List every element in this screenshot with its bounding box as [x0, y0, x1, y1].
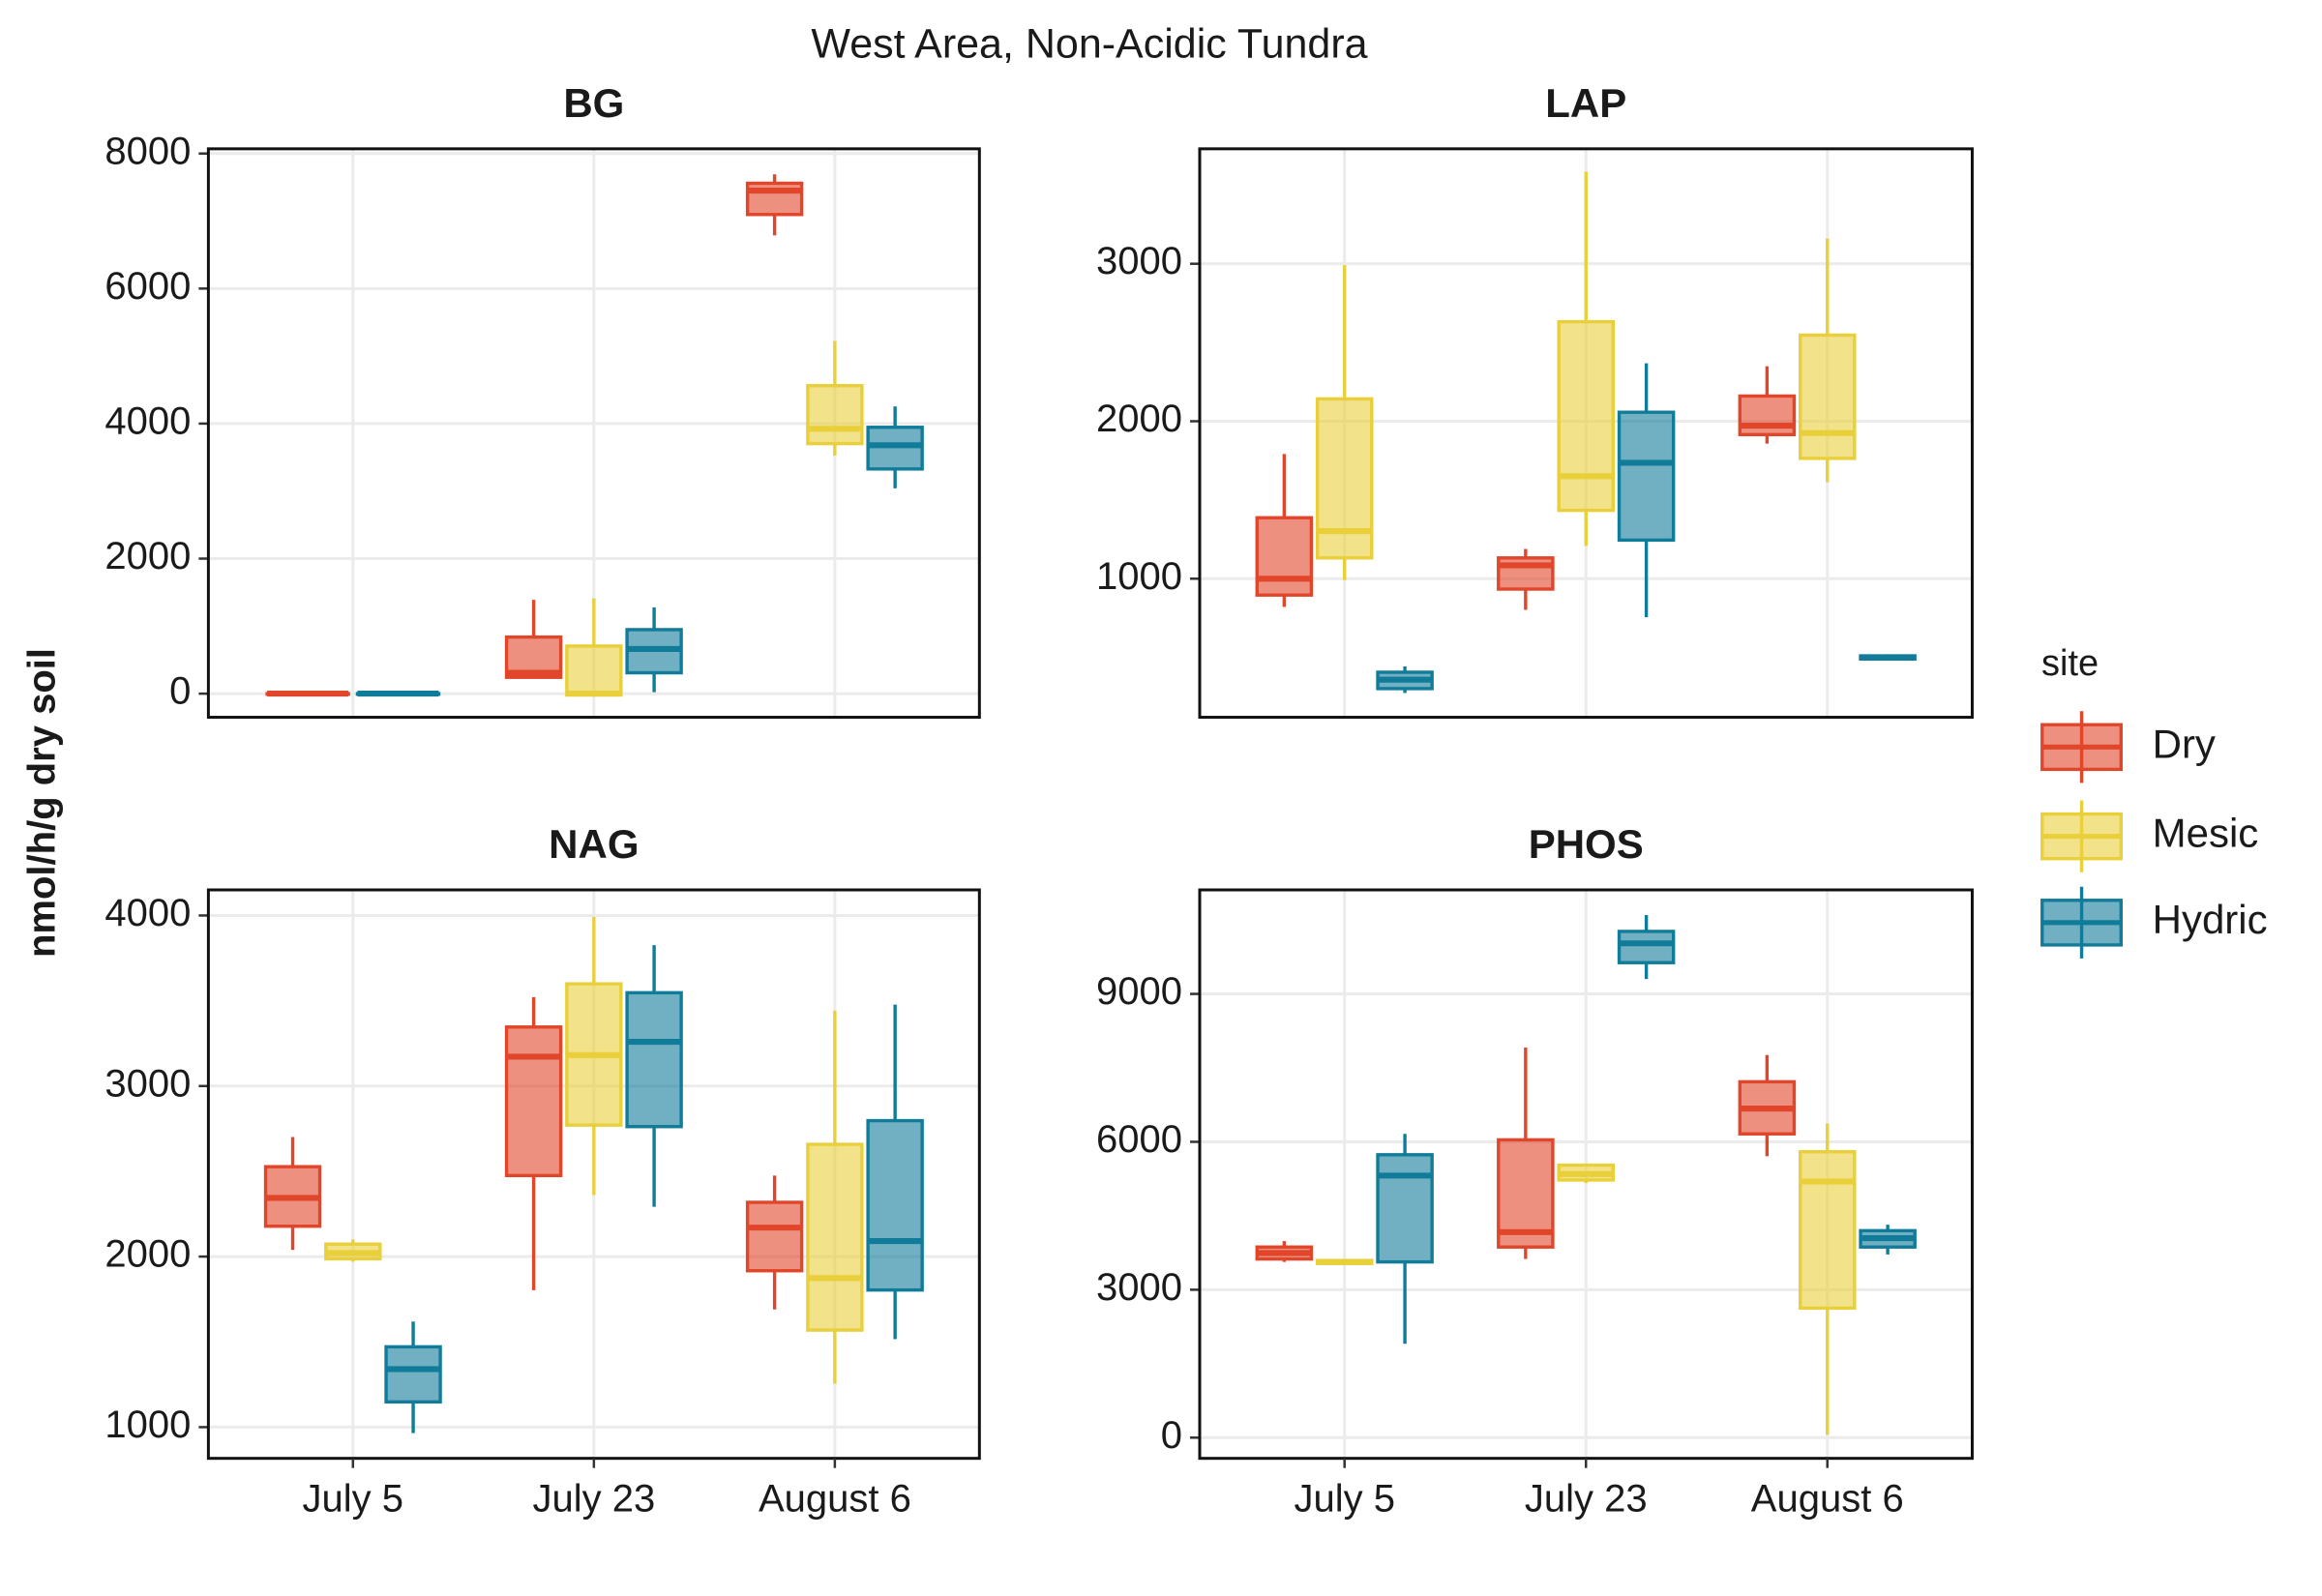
y-tick-label: 8000 — [104, 130, 191, 172]
box — [806, 383, 864, 446]
box — [504, 1025, 563, 1178]
y-tick-label: 6000 — [104, 265, 191, 308]
y-tick-label: 0 — [169, 670, 191, 713]
y-tick-label: 6000 — [1096, 1118, 1182, 1161]
y-tick-label: 9000 — [1096, 970, 1182, 1013]
y-tick-label: 4000 — [104, 892, 191, 934]
box — [1255, 516, 1314, 597]
y-tick-label: 3000 — [1096, 240, 1182, 282]
legend-label: Hydric — [2153, 897, 2268, 942]
x-tick-label: July 23 — [1525, 1477, 1648, 1520]
box — [1376, 1153, 1434, 1264]
y-tick-label: 3000 — [1096, 1266, 1182, 1309]
box — [384, 1345, 442, 1404]
panel-border — [1198, 147, 1974, 720]
x-tick-label: August 6 — [759, 1477, 911, 1520]
y-tick-label: 0 — [1161, 1414, 1182, 1457]
box — [1497, 1138, 1555, 1249]
x-tick-label: August 6 — [1751, 1477, 1904, 1520]
panel-title: PHOS — [1529, 821, 1644, 867]
y-tick-label: 1000 — [104, 1404, 191, 1446]
box — [1617, 930, 1676, 964]
box — [625, 990, 683, 1129]
box — [806, 1142, 864, 1332]
panel-title: NAG — [549, 821, 639, 867]
x-tick-label: July 5 — [1294, 1477, 1395, 1520]
chart-title: West Area, Non-Acidic Tundra — [811, 20, 1367, 67]
y-tick-label: 2000 — [1096, 398, 1182, 440]
box — [1557, 319, 1616, 513]
box — [1738, 394, 1797, 437]
panel-title: BG — [563, 80, 624, 126]
legend-label: Mesic — [2153, 811, 2259, 856]
box — [745, 1200, 804, 1273]
panel-title: LAP — [1545, 80, 1626, 126]
box — [866, 1118, 924, 1292]
y-tick-label: 2000 — [104, 535, 191, 577]
x-tick-label: July 23 — [532, 1477, 655, 1520]
box — [1798, 1150, 1857, 1311]
box — [1617, 410, 1676, 543]
panel-border — [206, 147, 981, 720]
legend-label: Dry — [2153, 721, 2216, 766]
y-tick-label: 1000 — [1096, 555, 1182, 598]
box — [565, 644, 623, 697]
y-tick-label: 3000 — [104, 1062, 191, 1105]
x-tick-label: July 5 — [303, 1477, 404, 1520]
y-tick-label: 4000 — [104, 399, 191, 442]
legend-title: site — [2041, 643, 2099, 684]
y-tick-label: 2000 — [104, 1233, 191, 1276]
box — [1798, 333, 1857, 460]
y-axis-label: nmol/h/g dry soil — [21, 648, 64, 958]
